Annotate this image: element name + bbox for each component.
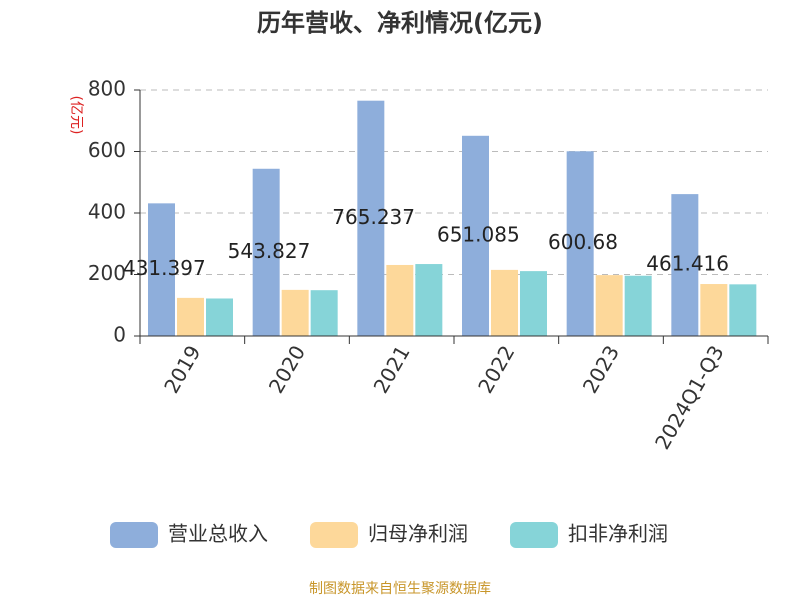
bar (206, 298, 233, 336)
y-tick-label: 600 (88, 138, 126, 162)
bar (491, 269, 518, 336)
bar (624, 275, 652, 336)
x-tick-label: 2024Q1-Q3 (650, 341, 729, 453)
x-tick-label: 2020 (264, 341, 310, 397)
value-label: 543.827 (228, 239, 311, 263)
y-tick-label: 0 (113, 323, 126, 347)
bar (566, 151, 594, 336)
x-tick-label: 2021 (369, 341, 415, 397)
legend-swatch (310, 522, 358, 548)
bar (357, 100, 385, 336)
bar (386, 264, 414, 336)
y-tick-label: 200 (88, 261, 126, 285)
chart-title: 历年营收、净利情况(亿元) (257, 9, 543, 37)
legend-label: 归母净利润 (368, 522, 468, 546)
x-tick-label: 2023 (578, 341, 624, 397)
bar (520, 271, 547, 336)
y-axis-label: (亿元) (68, 96, 84, 135)
value-label: 461.416 (646, 252, 729, 276)
value-label: 765.237 (332, 205, 415, 229)
source: 制图数据来自恒生聚源数据库 (309, 581, 491, 597)
legend-swatch (510, 522, 558, 548)
legend-swatch (110, 522, 158, 548)
bar (310, 290, 338, 336)
value-label: 651.085 (437, 222, 520, 246)
bar (729, 284, 757, 336)
value-label: 600.68 (548, 230, 618, 254)
bar (252, 168, 280, 336)
bar (281, 289, 309, 336)
bar (415, 264, 443, 336)
bar (595, 275, 623, 336)
legend-label: 营业总收入 (168, 522, 268, 546)
bar (177, 297, 204, 336)
bar (148, 203, 175, 336)
legend-label: 扣非净利润 (568, 522, 668, 546)
bar (671, 194, 699, 336)
bar (462, 135, 489, 336)
x-tick-label: 2022 (473, 341, 519, 397)
y-tick-label: 400 (88, 200, 126, 224)
y-tick-label: 800 (88, 77, 126, 101)
bar (700, 284, 728, 336)
x-tick-label: 2019 (159, 341, 205, 397)
value-label: 431.397 (123, 256, 206, 280)
